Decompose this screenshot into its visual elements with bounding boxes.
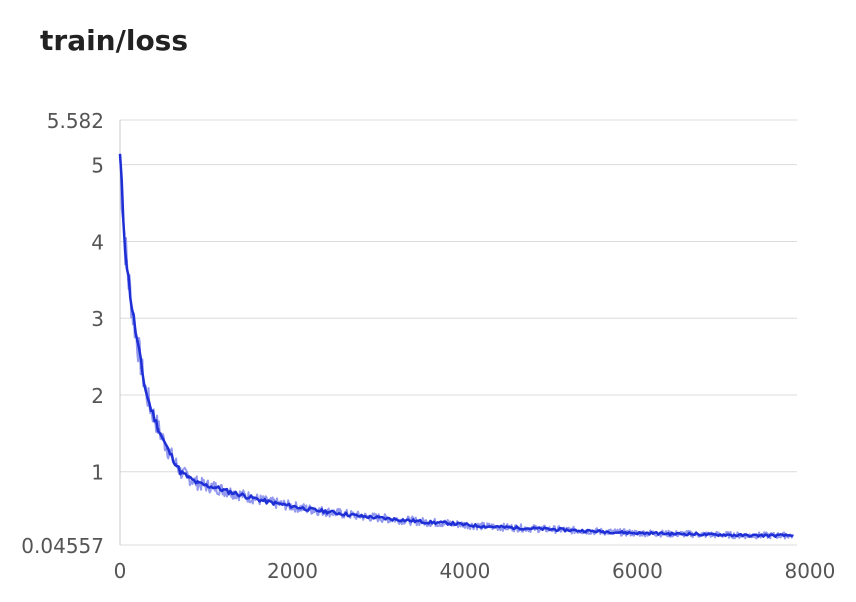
- data-point: [308, 508, 311, 511]
- data-point: [187, 476, 191, 480]
- data-point: [136, 340, 139, 343]
- x-tick-label: 4000: [440, 559, 491, 583]
- y-tick-label: 3: [91, 307, 104, 331]
- data-point: [131, 313, 135, 316]
- data-point: [532, 527, 536, 530]
- series-line-raw: [119, 157, 794, 540]
- data-point: [153, 416, 156, 420]
- data-point: [481, 525, 484, 528]
- data-point: [205, 484, 208, 487]
- series-line: [118, 153, 794, 538]
- data-point: [377, 516, 380, 519]
- data-point: [239, 493, 242, 496]
- data-point: [123, 232, 126, 235]
- data-point: [144, 389, 148, 393]
- data-point: [170, 455, 173, 458]
- data-point: [256, 498, 260, 501]
- data-point: [161, 438, 165, 441]
- y-tick-label: 5: [91, 154, 104, 178]
- y-tick-label: 5.582: [47, 109, 104, 133]
- y-tick-label: 1: [91, 461, 104, 485]
- x-tick-label: 6000: [612, 559, 663, 583]
- data-point: [670, 532, 674, 536]
- data-point: [774, 534, 777, 537]
- data-point: [343, 512, 346, 516]
- data-point: [705, 533, 708, 536]
- x-tick-label: 8000: [784, 559, 835, 583]
- data-point: [127, 278, 130, 281]
- chart-title: train/loss: [40, 24, 189, 57]
- data-point: [125, 259, 128, 262]
- data-point: [791, 534, 794, 537]
- data-point: [140, 366, 143, 370]
- data-point: [757, 534, 760, 537]
- data-point: [636, 531, 639, 535]
- data-point: [446, 522, 449, 525]
- x-tick-label: 0: [114, 559, 127, 583]
- data-point: [149, 405, 152, 408]
- data-point: [412, 519, 415, 523]
- data-point: [360, 515, 363, 518]
- data-point: [174, 462, 178, 466]
- data-point: [325, 510, 329, 513]
- data-point: [118, 155, 122, 159]
- data-point: [179, 470, 182, 473]
- data-point: [230, 491, 234, 494]
- data-point: [265, 500, 268, 503]
- data-point: [222, 489, 225, 492]
- data-point: [550, 528, 553, 531]
- data-point: [739, 534, 743, 537]
- data-point: [584, 529, 587, 532]
- y-tick-label: 4: [91, 230, 104, 254]
- data-point: [213, 485, 217, 489]
- data-point: [619, 531, 622, 534]
- y-tick-label: 2: [91, 384, 104, 408]
- data-point: [291, 505, 294, 508]
- data-point: [196, 482, 199, 485]
- data-point: [498, 525, 501, 529]
- data-point: [722, 533, 725, 536]
- data-point: [429, 521, 432, 524]
- data-point: [653, 531, 656, 535]
- data-point: [394, 518, 398, 521]
- y-tick-label: 0.04557: [21, 534, 104, 558]
- x-tick-label: 2000: [267, 559, 318, 583]
- data-point: [567, 528, 570, 532]
- data-point: [688, 532, 691, 536]
- data-point: [121, 194, 124, 197]
- data-point: [463, 523, 467, 526]
- data-point: [157, 428, 160, 431]
- data-point: [515, 526, 518, 529]
- data-point: [274, 502, 277, 505]
- data-point: [601, 530, 605, 533]
- data-point: [248, 495, 251, 499]
- data-point: [166, 447, 169, 450]
